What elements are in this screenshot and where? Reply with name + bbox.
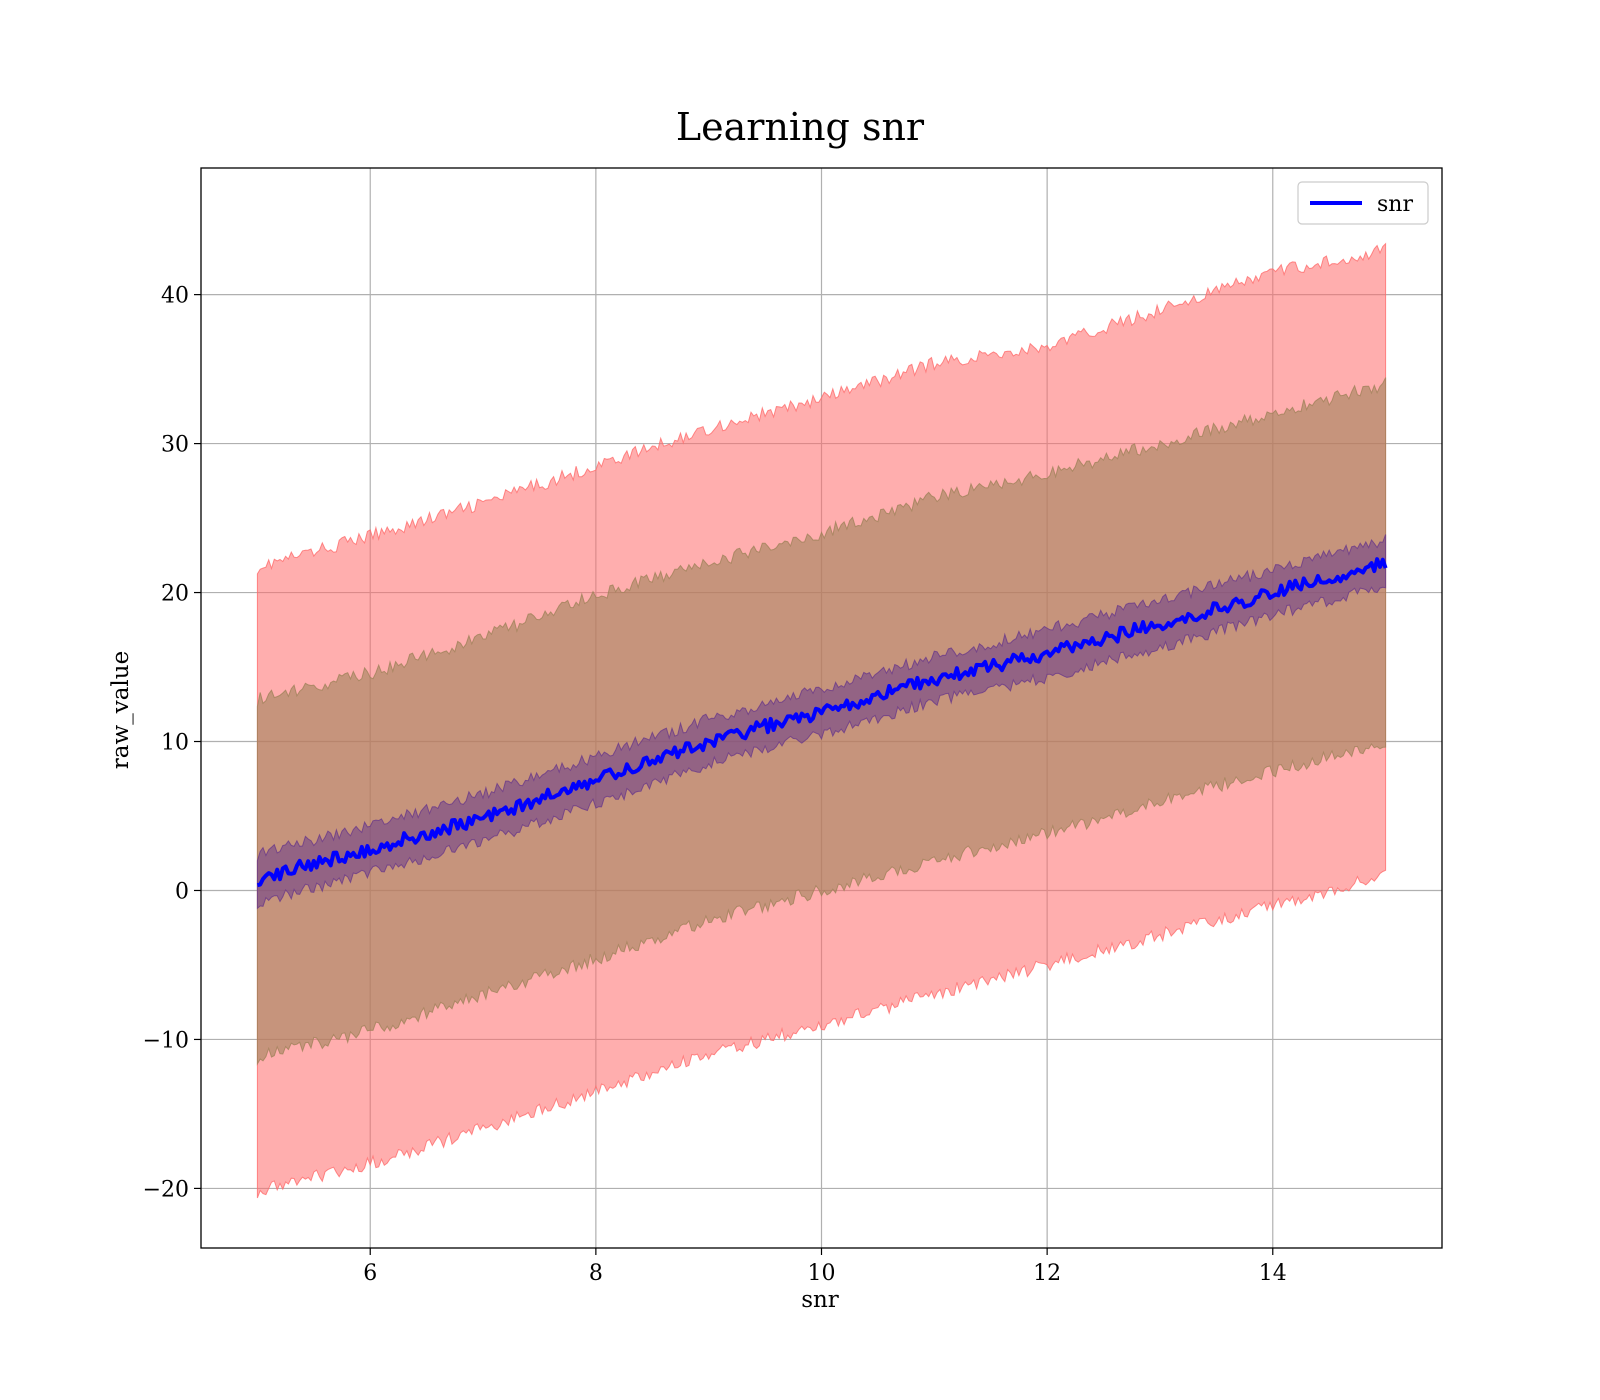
- ticks: 6 8 10 12 14 −20 −10 0 10 20 30 40: [143, 284, 1287, 1286]
- chart-title: Learning snr: [676, 105, 925, 149]
- legend-box: [1297, 181, 1429, 225]
- y-tick-label-6: 40: [161, 284, 189, 309]
- band-inner: [256, 534, 1387, 910]
- legend: snr: [1297, 181, 1429, 225]
- x-tick-label-2: 10: [808, 1261, 836, 1286]
- y-axis-label: raw_value: [108, 651, 134, 769]
- x-tick-label-3: 12: [1033, 1261, 1061, 1286]
- x-tick-label-4: 14: [1259, 1261, 1287, 1286]
- x-tick-label-0: 6: [363, 1261, 377, 1286]
- y-tick-label-5: 30: [161, 433, 189, 458]
- series-lines: [256, 557, 1388, 888]
- y-tick-label-4: 20: [161, 582, 189, 607]
- x-tick-label-1: 8: [589, 1261, 603, 1286]
- confidence-bands: [256, 242, 1387, 1199]
- x-axis-label: snr: [801, 1287, 839, 1313]
- series-line-snr: [256, 557, 1388, 888]
- legend-label-snr: snr: [1377, 192, 1413, 217]
- y-tick-label-2: 0: [175, 879, 189, 904]
- y-tick-label-1: −10: [143, 1028, 189, 1053]
- y-tick-label-3: 10: [161, 731, 189, 756]
- y-tick-label-0: −20: [143, 1177, 189, 1202]
